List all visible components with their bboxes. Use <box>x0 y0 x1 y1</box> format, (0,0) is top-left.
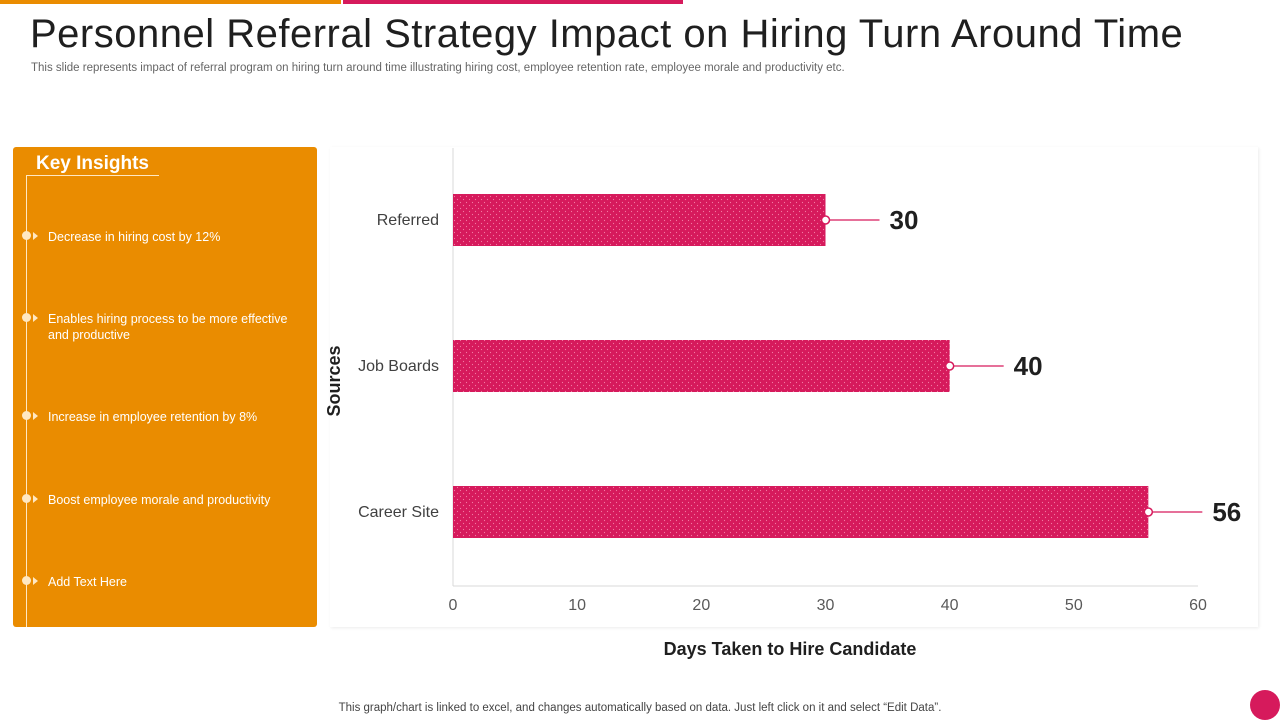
data-label-marker <box>820 215 831 225</box>
bullet-arrow-icon <box>33 577 38 585</box>
x-tick-label: 10 <box>568 597 586 614</box>
key-insights-panel: Key Insights Decrease in hiring cost by … <box>13 147 317 627</box>
y-tick-label: Job Boards <box>358 358 439 375</box>
bullet-dot-icon <box>22 411 31 420</box>
y-axis-label: Sources <box>324 345 344 416</box>
bullet-dot-icon <box>22 313 31 322</box>
data-label-marker <box>944 361 955 371</box>
bar <box>453 340 950 392</box>
x-tick-label: 40 <box>941 597 959 614</box>
page-title: Personnel Referral Strategy Impact on Hi… <box>30 12 1184 56</box>
bar <box>453 194 826 246</box>
top-accent-bar-magenta <box>343 0 683 4</box>
insight-text: Increase in employee retention by 8% <box>48 410 258 424</box>
data-label: 56 <box>1212 497 1241 527</box>
bar <box>453 486 1149 538</box>
key-insights-underline <box>27 175 159 176</box>
insight-text: Add Text Here <box>48 575 127 589</box>
brand-circle-icon <box>1250 690 1280 720</box>
x-tick-label: 30 <box>817 597 835 614</box>
key-insights-timeline <box>26 175 27 627</box>
insight-text: Decrease in hiring cost by 12% <box>48 230 221 244</box>
bullet-dot-icon <box>22 494 31 503</box>
x-tick-label: 60 <box>1189 597 1207 614</box>
data-label: 40 <box>1014 351 1043 381</box>
bullet-dot-icon <box>22 576 31 585</box>
bullet-arrow-icon <box>33 412 38 420</box>
bullet-arrow-icon <box>33 232 38 240</box>
footer-note: This graph/chart is linked to excel, and… <box>0 702 1280 714</box>
top-accent-bar-orange <box>0 0 341 4</box>
bullet-dot-icon <box>22 231 31 240</box>
bullet-arrow-icon <box>33 314 38 322</box>
x-axis-label: Days Taken to Hire Candidate <box>664 639 917 659</box>
data-label: 30 <box>890 205 919 235</box>
insight-text: Boost employee morale and productivity <box>48 493 271 507</box>
footer-text: This graph/chart is linked to excel, and… <box>338 702 942 714</box>
key-insights-title: Key Insights <box>36 153 149 174</box>
y-tick-label: Career Site <box>358 504 439 521</box>
x-tick-label: 20 <box>692 597 710 614</box>
insight-text: Enables hiring process to be more effect… <box>48 312 288 342</box>
bullet-arrow-icon <box>33 495 38 503</box>
page-subtitle: This slide represents impact of referral… <box>31 62 845 74</box>
data-label-marker <box>1143 507 1154 517</box>
x-tick-label: 0 <box>449 597 458 614</box>
x-tick-label: 50 <box>1065 597 1083 614</box>
y-tick-label: Referred <box>377 212 439 229</box>
